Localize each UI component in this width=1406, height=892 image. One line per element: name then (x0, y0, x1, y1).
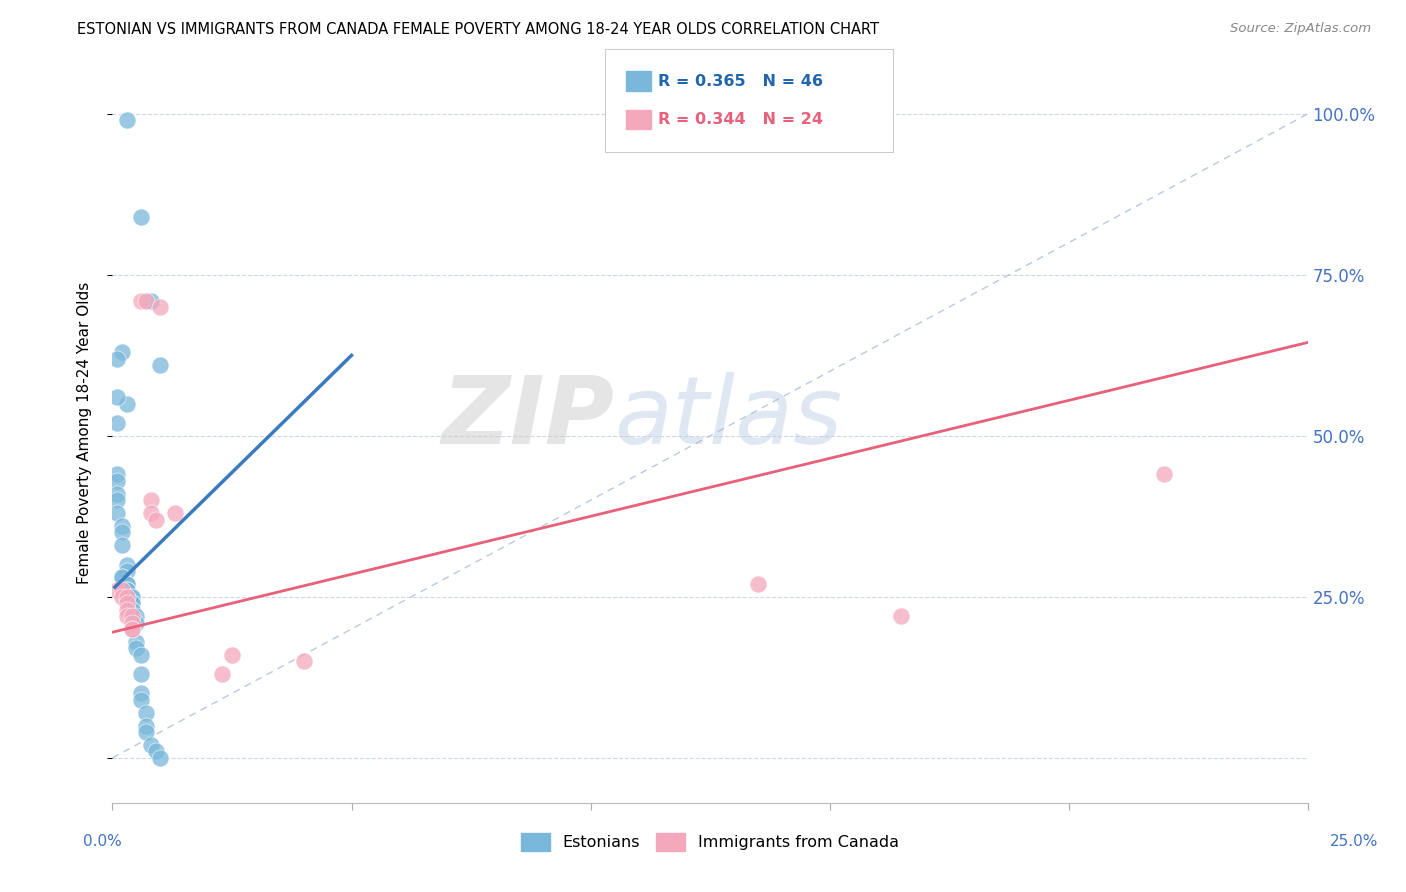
Point (105, 351, 128, 366)
Point (292, 654, 315, 668)
Point (125, 615, 148, 630)
Point (105, 487, 128, 501)
Point (115, 602, 138, 616)
Point (121, 590, 143, 604)
Point (747, 577, 769, 591)
Point (111, 525, 134, 540)
Text: R = 0.365   N = 46: R = 0.365 N = 46 (658, 74, 823, 88)
Point (139, 738, 162, 752)
Point (121, 596, 143, 610)
Point (115, 583, 138, 598)
Point (135, 706, 157, 720)
Point (111, 590, 134, 604)
Point (115, 564, 138, 578)
Point (125, 609, 148, 624)
Point (111, 519, 134, 533)
Point (139, 506, 162, 520)
Point (221, 648, 243, 662)
Point (145, 512, 167, 526)
Point (121, 602, 143, 616)
Point (111, 583, 134, 598)
Point (145, 744, 167, 758)
Point (105, 416, 128, 430)
Text: R = 0.344   N = 24: R = 0.344 N = 24 (658, 112, 823, 127)
Point (139, 493, 162, 508)
Point (105, 390, 128, 404)
Text: 0.0%: 0.0% (83, 834, 122, 848)
Point (135, 725, 157, 739)
Text: ESTONIAN VS IMMIGRANTS FROM CANADA FEMALE POVERTY AMONG 18-24 YEAR OLDS CORRELAT: ESTONIAN VS IMMIGRANTS FROM CANADA FEMAL… (77, 22, 879, 37)
Point (135, 718, 157, 732)
Point (115, 113, 138, 128)
Text: Source: ZipAtlas.com: Source: ZipAtlas.com (1230, 22, 1371, 36)
Point (135, 293, 157, 308)
Legend: Estonians, Immigrants from Canada: Estonians, Immigrants from Canada (515, 827, 905, 858)
Point (115, 577, 138, 591)
Point (111, 570, 134, 584)
Point (115, 397, 138, 411)
Point (149, 300, 172, 314)
Point (129, 648, 152, 662)
Point (163, 506, 186, 520)
Point (129, 210, 152, 224)
Point (121, 615, 143, 630)
Point (129, 293, 152, 308)
Point (115, 583, 138, 598)
Point (115, 577, 138, 591)
Point (115, 596, 138, 610)
Point (111, 538, 134, 552)
Point (115, 558, 138, 572)
Point (129, 667, 152, 681)
Point (115, 583, 138, 598)
Point (139, 293, 162, 308)
Point (111, 570, 134, 584)
Point (105, 467, 128, 482)
Point (121, 590, 143, 604)
Point (105, 493, 128, 508)
Point (105, 583, 128, 598)
Text: atlas: atlas (614, 372, 842, 463)
Point (129, 686, 152, 700)
Text: ZIP: ZIP (441, 372, 614, 464)
Point (115, 609, 138, 624)
Point (125, 635, 148, 649)
Point (121, 596, 143, 610)
Point (121, 602, 143, 616)
Point (211, 667, 233, 681)
Point (121, 622, 143, 636)
Point (129, 693, 152, 707)
Point (105, 506, 128, 520)
Point (149, 358, 172, 372)
Point (105, 474, 128, 488)
Point (111, 345, 134, 359)
Text: 25.0%: 25.0% (1330, 834, 1378, 848)
Point (1153, 467, 1175, 482)
Y-axis label: Female Poverty Among 18-24 Year Olds: Female Poverty Among 18-24 Year Olds (77, 282, 91, 583)
Point (121, 622, 143, 636)
Point (125, 641, 148, 656)
Point (149, 750, 172, 764)
Point (115, 590, 138, 604)
Point (121, 609, 143, 624)
Point (890, 609, 912, 624)
